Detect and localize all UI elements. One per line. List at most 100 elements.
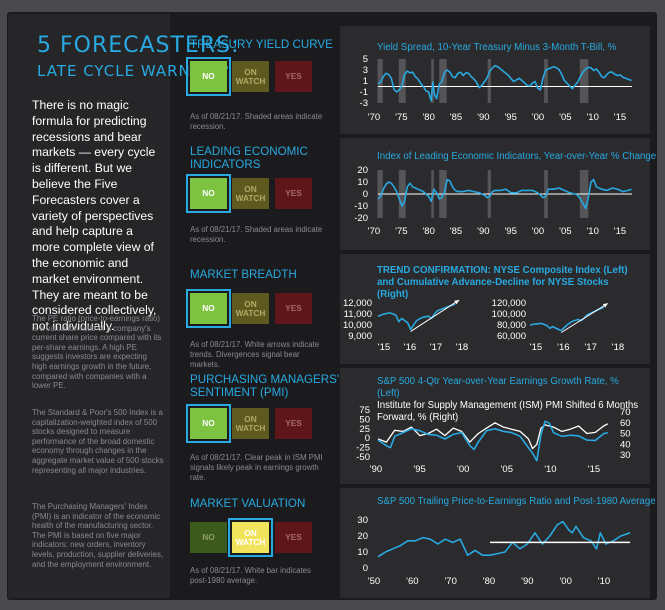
x-tick-label: '80 xyxy=(422,226,434,237)
signal-on-watch-button[interactable]: ON WATCH xyxy=(232,178,269,209)
x-tick-label: '70 xyxy=(368,226,380,237)
y-tick-label: 0 xyxy=(363,563,368,574)
signal-on-watch-button[interactable]: ON WATCH xyxy=(232,408,269,439)
trend-arrow-head xyxy=(454,300,460,305)
recession-band xyxy=(431,59,434,103)
left-column xyxy=(8,14,170,598)
x-tick-label: '10 xyxy=(586,112,598,123)
y-tick-label: 20 xyxy=(357,165,368,176)
forecaster-label-pmi: Purchasing Managers' Sentiment (PMI) xyxy=(190,373,340,399)
y-tick-label: 5 xyxy=(363,54,368,65)
y-tick-label-right: 60 xyxy=(620,418,631,429)
signal-yes-button[interactable]: YES xyxy=(275,61,312,92)
x-tick-label: '95 xyxy=(504,112,516,123)
nyse-composite-line xyxy=(377,303,456,331)
chart-title-valuation: S&P 500 Trailing Price-to-Earnings Ratio… xyxy=(377,496,656,507)
chart-title-pmi-left: S&P 500 4-Qtr Year-over-Year Earnings Gr… xyxy=(377,376,619,399)
x-tick-label: '10 xyxy=(586,226,598,237)
chart-title-breadth: TREND CONFIRMATION: NYSE Composite Index… xyxy=(377,265,639,301)
x-tick-label: '75 xyxy=(395,226,407,237)
x-tick-label: '16 xyxy=(557,342,569,353)
page-title: 5 FORECASTERS: xyxy=(37,33,240,58)
signal-no-button[interactable]: NO xyxy=(186,404,231,443)
y-tick-label: 80,000 xyxy=(497,320,526,331)
trend-arrow xyxy=(410,299,460,332)
x-tick-label: '18 xyxy=(612,342,624,353)
x-tick-label: '05 xyxy=(559,112,571,123)
y-tick-label: -10 xyxy=(354,201,368,212)
chart-title-pmi: S&P 500 4-Qtr Year-over-Year Earnings Gr… xyxy=(377,376,639,424)
y-tick-label: 30 xyxy=(357,515,368,526)
definition-pmi: The Purchasing Managers' Index (PMI) is … xyxy=(32,502,164,569)
forecaster-note: As of 08/21/17. Shaded areas indicate re… xyxy=(190,225,323,244)
x-tick-label: '70 xyxy=(444,576,456,587)
signal-yes-button[interactable]: YES xyxy=(275,522,312,553)
page-subtitle: LATE CYCLE WARNING? xyxy=(37,62,230,80)
y-tick-label-left: 25 xyxy=(359,424,370,435)
y-tick-label: 9,000 xyxy=(348,331,372,342)
y-tick-label-left: -25 xyxy=(356,443,370,454)
y-tick-label-left: 75 xyxy=(359,405,370,416)
x-tick-label: '18 xyxy=(456,342,468,353)
signal-no-button[interactable]: NO xyxy=(186,289,231,328)
signal-no-button[interactable]: NO xyxy=(190,522,227,553)
definition-sp500: The Standard & Poor's 500 Index is a cap… xyxy=(32,408,164,475)
x-tick-label: '50 xyxy=(368,576,380,587)
pe-ratio-line xyxy=(377,520,631,558)
recession-band xyxy=(377,59,383,103)
signal-on-watch-button[interactable]: ON WATCH xyxy=(228,518,273,557)
y-tick-label: 0 xyxy=(363,189,368,200)
trend-arrow-head xyxy=(602,303,608,308)
x-tick-label: '95 xyxy=(504,226,516,237)
recession-band xyxy=(579,59,589,103)
signal-no-button[interactable]: NO xyxy=(186,174,231,213)
y-tick-label: -3 xyxy=(360,98,368,109)
forecaster-note: As of 08/21/17. White bar indicates post… xyxy=(190,566,311,585)
forecaster-label-market-breadth: Market Breadth xyxy=(190,268,297,281)
x-tick-label: '05 xyxy=(559,226,571,237)
signal-yes-button[interactable]: YES xyxy=(275,178,312,209)
signal-yes-button[interactable]: YES xyxy=(275,293,312,324)
intro-text: There is no magic formula for predicting… xyxy=(32,98,157,334)
chart-title-pmi-right: Institute for Supply Management (ISM) PM… xyxy=(377,400,639,423)
y-tick-label: -1 xyxy=(360,87,368,98)
x-tick-label: '00 xyxy=(532,226,544,237)
forecaster-label-lei: Leading Economic Indicators xyxy=(190,145,308,171)
x-tick-label: '00 xyxy=(457,464,469,475)
x-tick-label: '17 xyxy=(430,342,442,353)
y-tick-label-right: 40 xyxy=(620,439,631,450)
x-tick-label: '85 xyxy=(450,226,462,237)
earnings-growth-line xyxy=(377,420,609,462)
y-tick-label-right: 50 xyxy=(620,429,631,440)
y-tick-label: 10 xyxy=(357,547,368,558)
signal-yes-button[interactable]: YES xyxy=(275,408,312,439)
y-tick-label: 3 xyxy=(363,65,368,76)
x-tick-label: '00 xyxy=(559,576,571,587)
recession-band xyxy=(439,59,447,103)
x-tick-label: '90 xyxy=(477,112,489,123)
signal-on-watch-button[interactable]: ON WATCH xyxy=(232,61,269,92)
y-tick-label-left: -50 xyxy=(356,452,370,463)
x-tick-label: '17 xyxy=(584,342,596,353)
x-tick-label: '15 xyxy=(378,342,390,353)
x-tick-label: '85 xyxy=(450,112,462,123)
x-tick-label: '10 xyxy=(598,576,610,587)
x-tick-label: '15 xyxy=(614,112,626,123)
recession-band xyxy=(544,59,548,103)
chart-panel-pmi xyxy=(340,368,650,484)
y-tick-label: 120,000 xyxy=(492,298,526,309)
y-tick-label-right: 30 xyxy=(620,450,631,461)
definition-pe: The PE ratio (price-to-earnings ratio) i… xyxy=(32,314,162,391)
y-tick-label-right: 70 xyxy=(620,407,631,418)
x-tick-label: '10 xyxy=(544,464,556,475)
x-tick-label: '60 xyxy=(406,576,418,587)
signal-no-button[interactable]: NO xyxy=(186,57,231,96)
x-tick-label: '16 xyxy=(404,342,416,353)
forecaster-note: As of 08/21/17. Shaded areas indicate re… xyxy=(190,112,323,131)
ism-pmi-line xyxy=(377,422,609,450)
signal-on-watch-button[interactable]: ON WATCH xyxy=(232,293,269,324)
x-tick-label: '70 xyxy=(368,112,380,123)
yield-spread-line xyxy=(377,64,632,102)
y-tick-label: 11,000 xyxy=(344,309,372,320)
chart-title-lei: Index of Leading Economic Indicators, Ye… xyxy=(377,151,657,162)
